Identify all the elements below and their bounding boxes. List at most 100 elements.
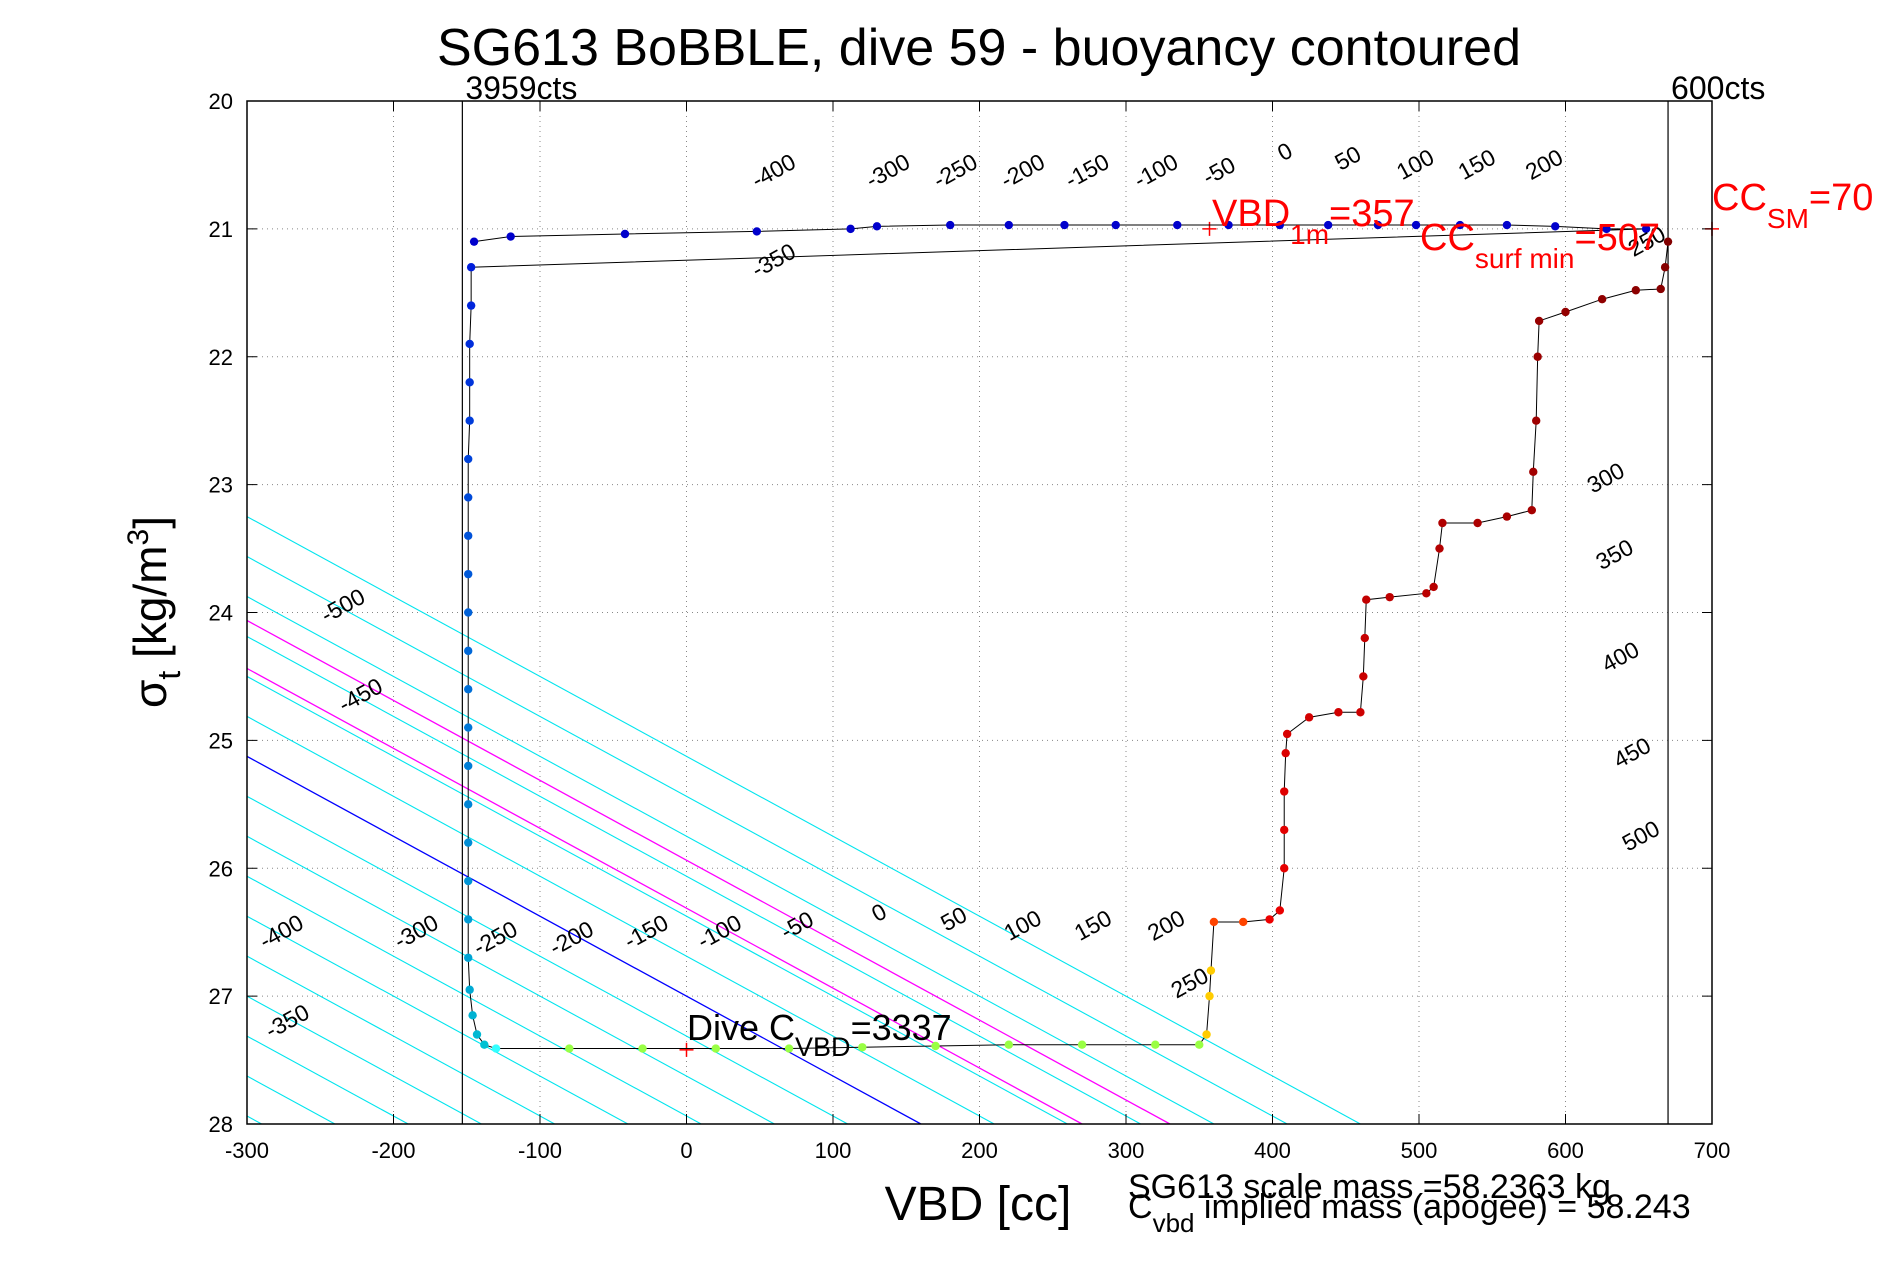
iso-label: 400 xyxy=(1597,636,1643,677)
x-tick-label: 700 xyxy=(1694,1138,1731,1163)
profile-point xyxy=(465,985,474,994)
profile-point xyxy=(1281,748,1290,758)
x-tick-label: 500 xyxy=(1401,1138,1438,1163)
profile-point xyxy=(1275,220,1285,230)
profile-point xyxy=(1224,220,1233,230)
x-tick-label: 300 xyxy=(1108,1138,1145,1163)
x-tick-label: 200 xyxy=(961,1138,998,1163)
iso-buoyancy-labels: -400 -300 -250 -200 -150 -100 -50 0 50 100 150 2002… xyxy=(255,137,1670,1043)
profile-point xyxy=(1385,592,1394,602)
profile-point xyxy=(464,876,473,886)
iso-label: -50 xyxy=(776,906,818,945)
profile-point xyxy=(1527,506,1537,515)
x-tick-label: 600 xyxy=(1547,1138,1584,1163)
profile-point xyxy=(931,1041,940,1051)
scale-mass-text: SG613 scale mass =58.2363 kg xyxy=(1128,1168,1611,1206)
profile-point xyxy=(784,1044,794,1053)
profile-point xyxy=(464,915,473,924)
profile-point xyxy=(464,569,473,579)
profile-point xyxy=(1356,708,1365,717)
profile-point xyxy=(1502,512,1512,521)
iso-label: -100 xyxy=(1129,148,1182,193)
iso-buoyancy-lines xyxy=(0,101,1361,1124)
iso-line xyxy=(247,635,1141,1124)
iso-line xyxy=(0,101,42,1124)
profile-point xyxy=(464,685,473,694)
profile-point xyxy=(464,646,473,656)
profile-point xyxy=(466,301,476,310)
iso-line xyxy=(247,515,1361,1124)
profile-point xyxy=(465,339,474,349)
iso-label: 300 xyxy=(1583,457,1629,498)
iso-label: 100 xyxy=(1392,144,1438,185)
profile-point xyxy=(1455,220,1465,230)
iso-label: 100 xyxy=(999,905,1045,946)
profile-point xyxy=(1004,1040,1013,1049)
profile-point xyxy=(1209,917,1219,927)
profile-point xyxy=(1641,224,1651,234)
y-tick-label: 28 xyxy=(209,1112,233,1137)
y-tick-label: 24 xyxy=(209,601,233,626)
y-tick-label: 23 xyxy=(209,473,233,498)
x-tick-label: 100 xyxy=(815,1138,852,1163)
profile-point xyxy=(1304,713,1314,722)
profile-point xyxy=(1060,220,1069,230)
profile-point xyxy=(1334,708,1343,717)
iso-label: -400 xyxy=(747,148,800,193)
profile-point xyxy=(565,1044,574,1053)
profile-point xyxy=(1004,220,1013,230)
iso-label: -400 xyxy=(255,909,308,954)
annotation-cc-surf-min: CCsurf min=507 xyxy=(1420,217,1660,274)
iso-label: -350 xyxy=(747,238,800,283)
annotation-dive-c-vbd: Dive CVBD=3337 xyxy=(687,1007,952,1062)
profile-point xyxy=(1529,467,1538,477)
iso-label: 0 xyxy=(1273,137,1297,166)
profile-point xyxy=(1280,787,1289,796)
profile-point xyxy=(465,378,474,387)
profile-point xyxy=(1275,906,1285,915)
iso-line xyxy=(247,875,702,1124)
profile-point xyxy=(1435,544,1444,553)
iso-label: 150 xyxy=(1070,905,1116,946)
profile-point xyxy=(464,723,473,732)
profile-point xyxy=(464,761,473,771)
iso-line xyxy=(247,915,629,1124)
count-label: 3959cts xyxy=(465,70,577,106)
profile-point xyxy=(1282,729,1292,739)
profile-point xyxy=(946,220,955,230)
iso-line-zero xyxy=(247,755,922,1124)
profile-point xyxy=(464,493,473,502)
profile-point xyxy=(1533,352,1542,361)
profile-point xyxy=(464,953,473,962)
iso-label: -300 xyxy=(861,148,914,193)
iso-label: 50 xyxy=(1330,140,1365,175)
iso-line xyxy=(0,101,115,1124)
dive-c-vbd-marker xyxy=(679,1042,694,1057)
iso-line xyxy=(247,675,1068,1124)
profile-point xyxy=(1411,220,1421,230)
y-tick-label: 22 xyxy=(209,345,233,370)
x-tick-label: 400 xyxy=(1254,1138,1291,1163)
y-tick-label: 27 xyxy=(209,984,233,1009)
profile-point xyxy=(1551,222,1560,231)
iso-label: 450 xyxy=(1609,732,1655,773)
profile-point xyxy=(464,454,473,464)
profile-point xyxy=(752,227,762,236)
annotation-cc-surf-min-text: CCsurf min=507 xyxy=(1420,217,1660,274)
profile-point xyxy=(1206,966,1216,975)
profile-point xyxy=(1195,1040,1204,1049)
x-axis-ticks: -300 -200 -100 0 100 200 300 400 500 600 700 xyxy=(225,101,1730,1163)
profile-point xyxy=(1561,307,1570,317)
profile-point xyxy=(711,1044,720,1053)
profile-point xyxy=(620,229,630,239)
iso-label: 50 xyxy=(936,901,971,936)
profile-point xyxy=(1473,518,1482,528)
profile-point xyxy=(1360,633,1369,643)
profile-point xyxy=(1323,220,1333,230)
buoyancy-profile xyxy=(464,220,1673,1053)
iso-label: 150 xyxy=(1454,144,1500,185)
y-tick-label: 21 xyxy=(209,217,233,242)
profile-point xyxy=(1111,220,1120,230)
profile-point xyxy=(1265,915,1274,924)
